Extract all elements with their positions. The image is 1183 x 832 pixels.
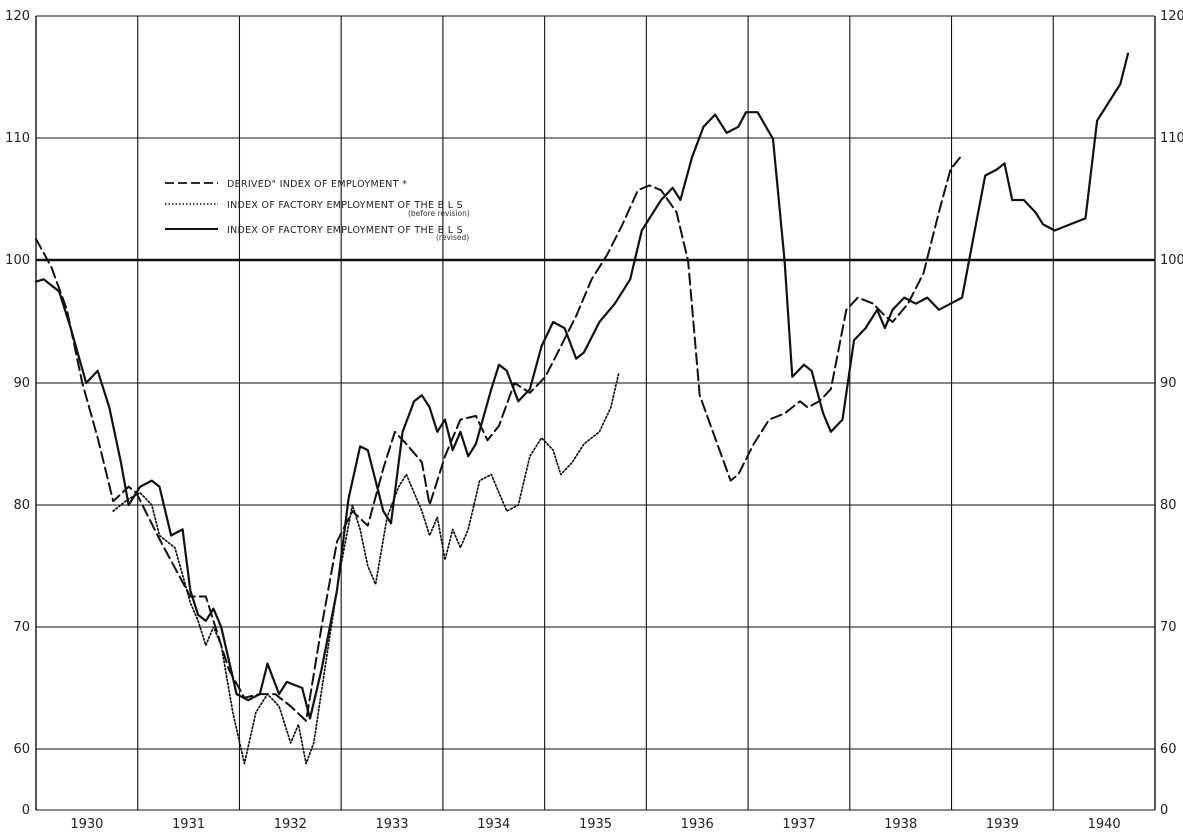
- y-tick-left: 60: [13, 742, 30, 757]
- y-tick-right: 90: [1160, 376, 1177, 391]
- x-tick-1937: 1937: [782, 817, 815, 832]
- grid: [35, 15, 1156, 811]
- series-line-solid: [34, 52, 1130, 720]
- x-tick-1940: 1940: [1088, 817, 1121, 832]
- x-tick-1936: 1936: [681, 817, 714, 832]
- x-tick-1934: 1934: [477, 817, 510, 832]
- legend-label-derived: DERIVED" INDEX OF EMPLOYMENT *: [227, 179, 407, 190]
- x-tick-1930: 1930: [70, 817, 103, 832]
- y-tick-left: 110: [5, 131, 30, 146]
- series-line-dotted: [112, 372, 620, 765]
- legend-label-revised: INDEX OF FACTORY EMPLOYMENT OF THE B L S: [227, 225, 463, 236]
- series-line-dashed: [35, 153, 964, 722]
- y-tick-right: 0: [1160, 803, 1168, 818]
- y-tick-right: 60: [1160, 742, 1177, 757]
- y-tick-left: 80: [13, 498, 30, 513]
- legend-sublabel-before-revision: (before revision): [408, 209, 470, 218]
- legend-label-before-revision: INDEX OF FACTORY EMPLOYMENT OF THE B L S: [227, 200, 463, 211]
- y-tick-left: 70: [13, 620, 30, 635]
- y-tick-left: 100: [5, 253, 30, 268]
- x-tick-1939: 1939: [986, 817, 1019, 832]
- legend: DERIVED" INDEX OF EMPLOYMENT * INDEX OF …: [165, 179, 470, 242]
- y-tick-left: 120: [5, 9, 30, 24]
- x-tick-1932: 1932: [274, 817, 307, 832]
- x-tick-1931: 1931: [172, 817, 205, 832]
- x-tick-1933: 1933: [375, 817, 408, 832]
- legend-sublabel-revised: (revised): [436, 233, 469, 242]
- x-tick-1938: 1938: [884, 817, 917, 832]
- y-tick-right: 80: [1160, 498, 1177, 513]
- x-tick-1935: 1935: [579, 817, 612, 832]
- y-tick-right: 110: [1160, 131, 1183, 146]
- series-layer: [34, 52, 1130, 765]
- y-tick-left: 90: [13, 376, 30, 391]
- axis-ticks: 0 0 60 60 70 70 80 80 90 90 100 100 110 110 120 120 1930…: [5, 9, 1183, 832]
- y-tick-left: 0: [22, 803, 30, 818]
- y-tick-right: 70: [1160, 620, 1177, 635]
- y-tick-right: 120: [1160, 9, 1183, 24]
- y-tick-right: 100: [1160, 253, 1183, 268]
